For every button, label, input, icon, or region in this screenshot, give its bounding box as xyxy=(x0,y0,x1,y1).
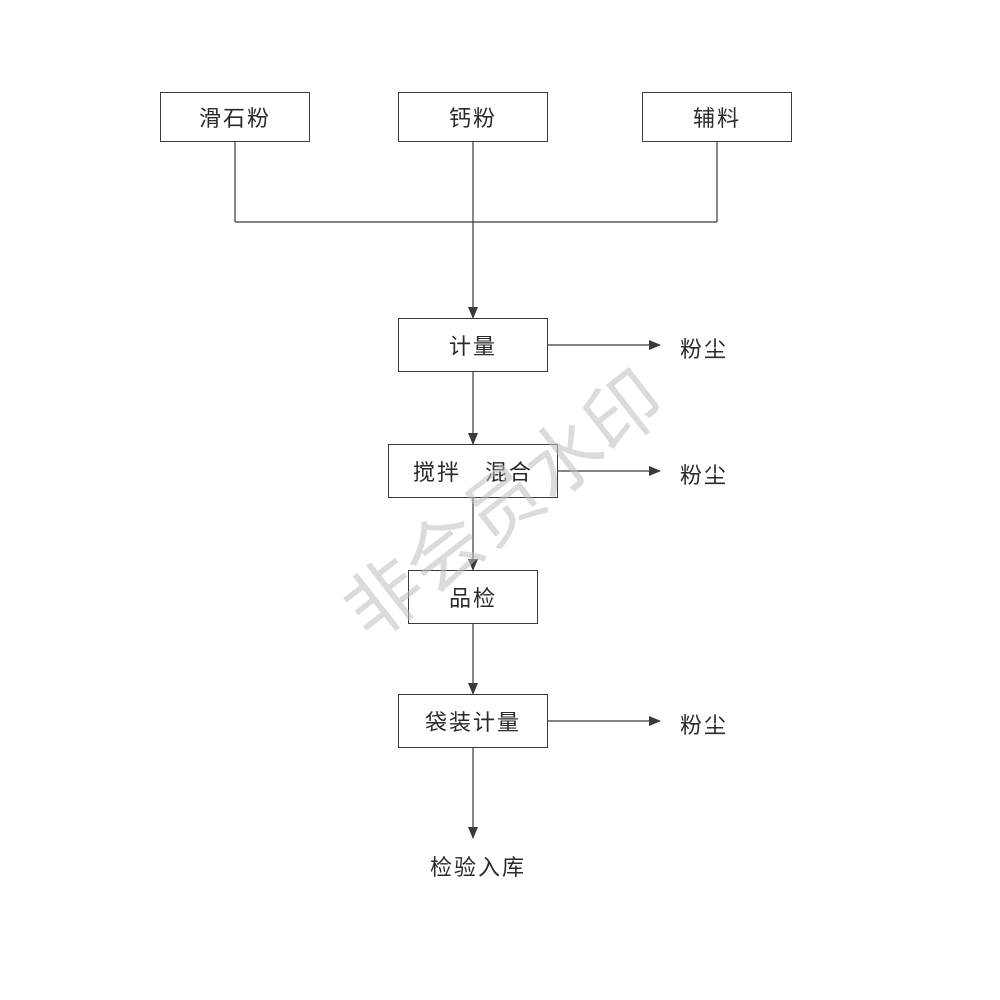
node-bagging: 袋装计量 xyxy=(398,694,548,748)
node-quality-check: 品检 xyxy=(408,570,538,624)
node-label: 钙粉 xyxy=(449,101,497,133)
node-label: 袋装计量 xyxy=(425,705,521,737)
output-dust-3: 粉尘 xyxy=(680,708,728,740)
output-dust-2: 粉尘 xyxy=(680,458,728,490)
node-mixing: 搅拌 混合 xyxy=(388,444,558,498)
node-label: 滑石粉 xyxy=(199,101,271,133)
node-label: 品检 xyxy=(449,581,497,613)
node-talc-powder: 滑石粉 xyxy=(160,92,310,142)
node-weighing: 计量 xyxy=(398,318,548,372)
node-label: 搅拌 混合 xyxy=(413,455,533,487)
node-label: 辅料 xyxy=(693,101,741,133)
node-calcium-powder: 钙粉 xyxy=(398,92,548,142)
node-label: 计量 xyxy=(449,329,497,361)
output-dust-1: 粉尘 xyxy=(680,332,728,364)
node-auxiliary: 辅料 xyxy=(642,92,792,142)
final-step-label: 检验入库 xyxy=(430,850,526,882)
